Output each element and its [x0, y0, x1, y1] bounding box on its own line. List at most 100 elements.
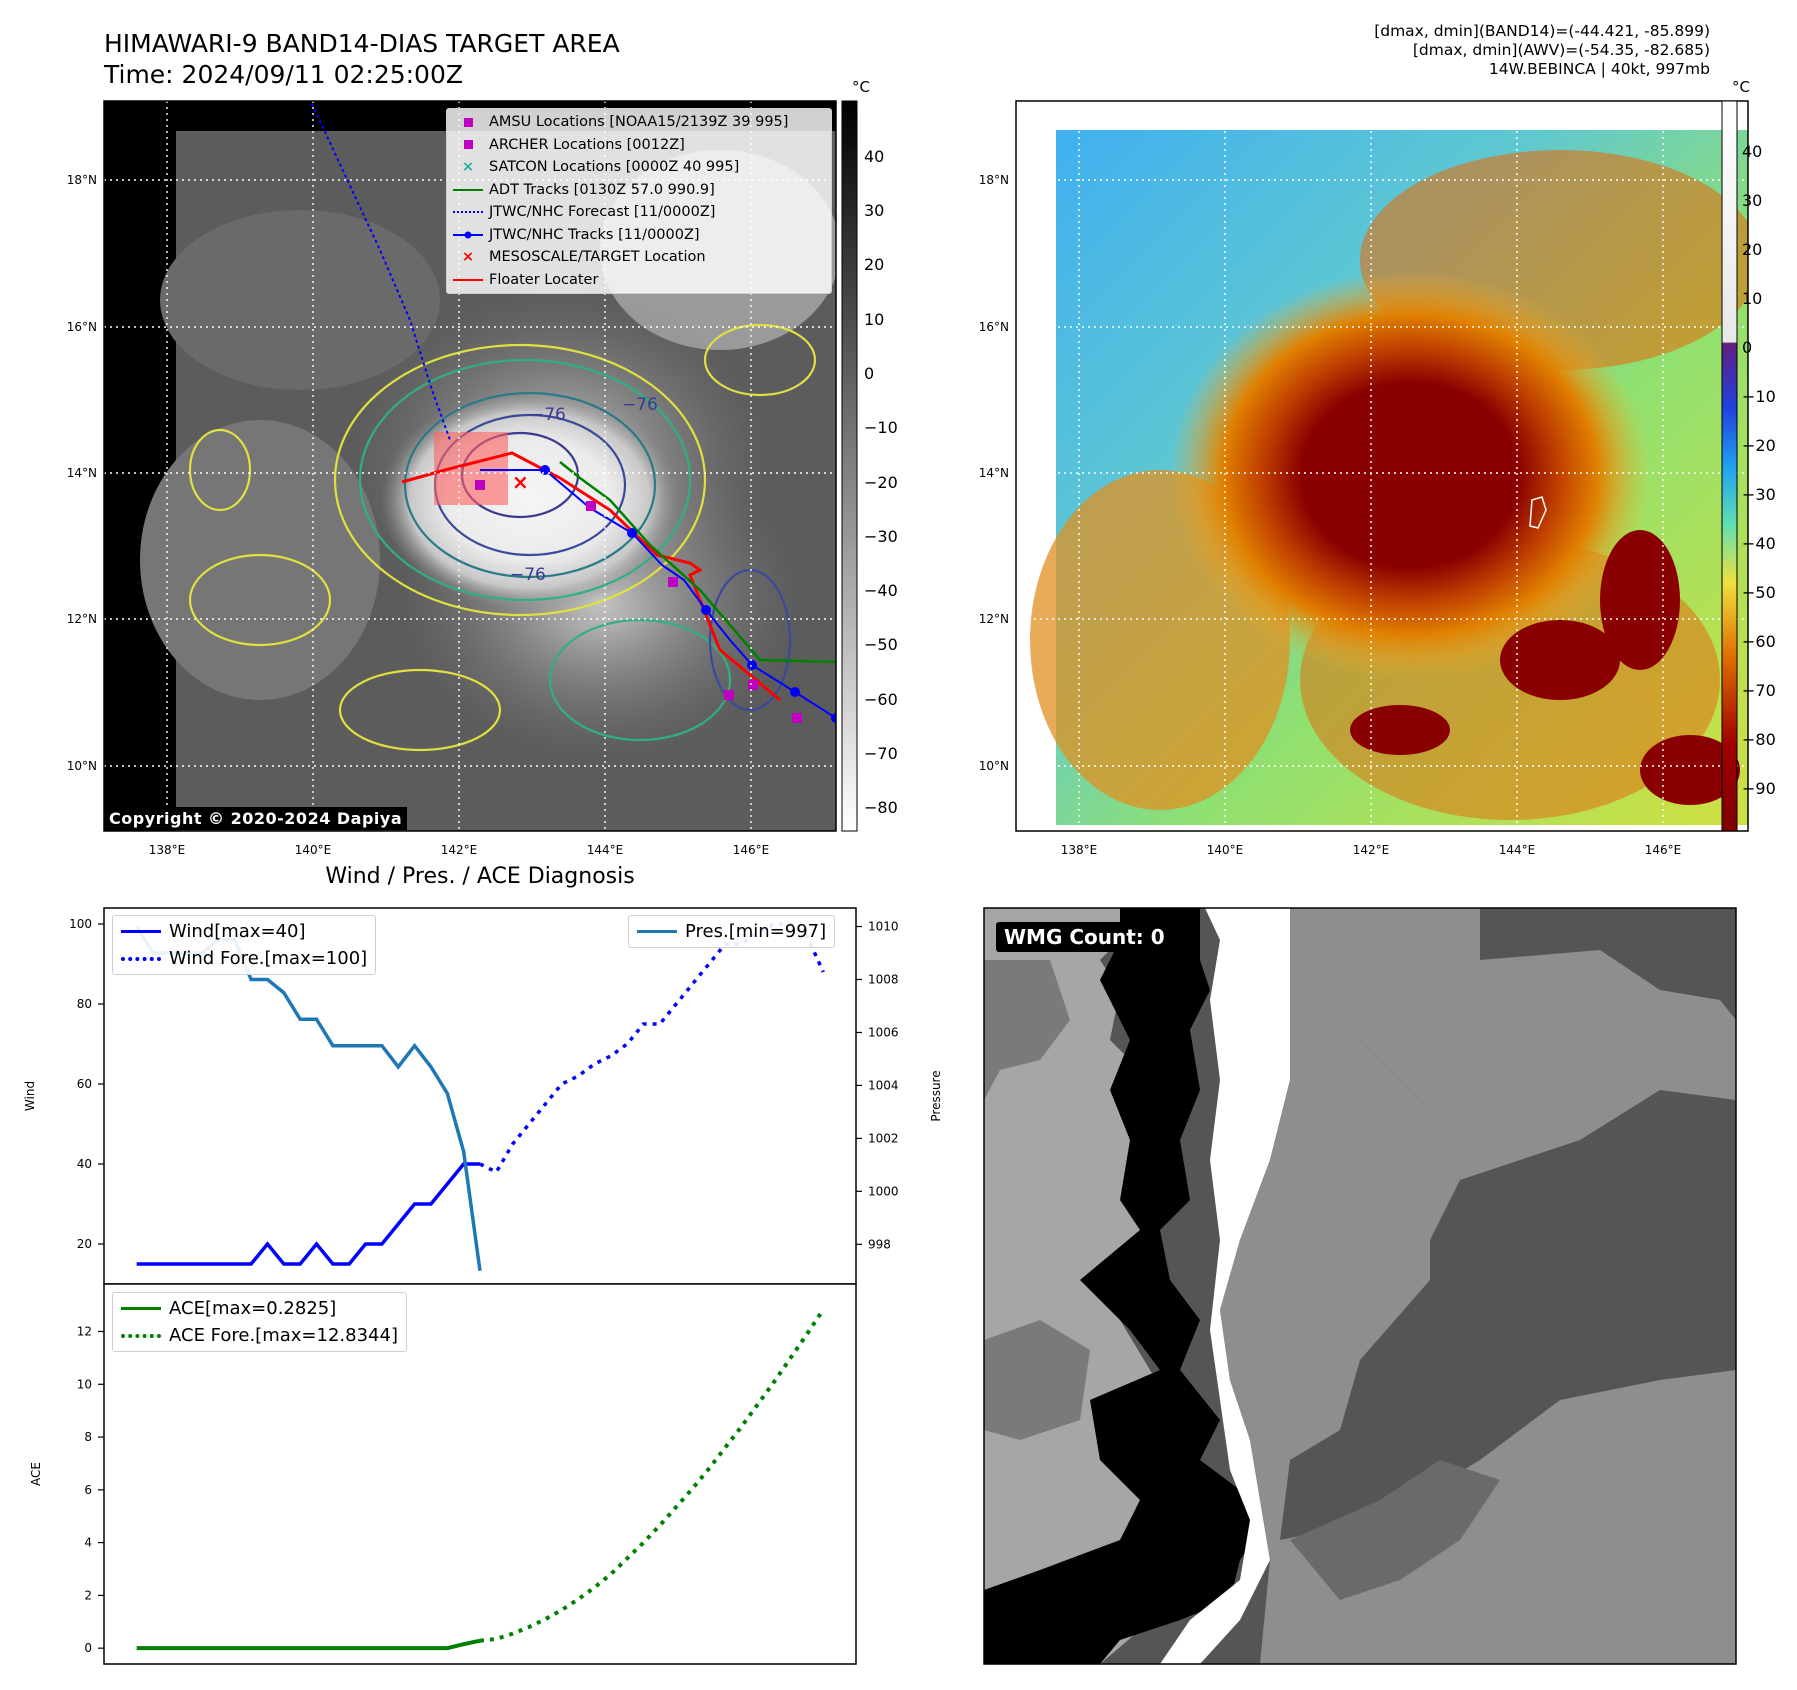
- pressure-tick-label: 1000: [868, 1184, 899, 1198]
- copyright-label: Copyright © 2020-2024 Dapiya: [104, 807, 408, 830]
- legend-item-jtwc-tracks: JTWC/NHC Tracks [11/0000Z]: [447, 224, 831, 247]
- pressure-tick-label: 1004: [868, 1078, 899, 1092]
- ace-tick-label: 12: [77, 1325, 92, 1339]
- ir-cbar-tick: −60: [864, 690, 898, 709]
- pressure-legend-box: Pres.[min=997]: [628, 915, 836, 948]
- ir-cbar-tick: 10: [864, 310, 884, 329]
- wv-cbar-tick: 40: [1742, 142, 1762, 161]
- ace-series-line-0: [136, 1638, 481, 1651]
- pressure-tick-label: 1010: [868, 920, 899, 934]
- pressure-tick-label: 998: [868, 1237, 891, 1251]
- wv-cbar-tick: −50: [1742, 583, 1776, 602]
- wv-lat-tick-14: 14°N: [979, 466, 1009, 480]
- ir-lat-tick-12: 12°N: [67, 612, 97, 626]
- jtwc-track: [480, 469, 836, 719]
- wmg-panel: [983, 907, 1737, 1665]
- legend-item-adt: ADT Tracks [0130Z 57.0 990.9]: [447, 179, 831, 202]
- wv-cbar-tick: 20: [1742, 240, 1762, 259]
- ir-colorbar-unit: °C: [852, 78, 870, 96]
- pressure-tick-label: 1002: [868, 1131, 899, 1145]
- legend-item-archer: ARCHER Locations [0012Z]: [447, 134, 831, 157]
- ir-colorbar: [841, 100, 858, 832]
- ir-cbar-tick: −70: [864, 744, 898, 763]
- ace-tick-label: 10: [77, 1377, 92, 1391]
- ace-axis-label: ACE: [29, 1462, 43, 1486]
- contour-label-76-a: −76: [510, 565, 546, 585]
- ir-cbar-tick: −10: [864, 418, 898, 437]
- pressure-tick-label: 1008: [868, 972, 899, 986]
- ace-tick-label: 0: [84, 1641, 92, 1655]
- wv-cbar-tick: −20: [1742, 436, 1776, 455]
- ir-map-panel: −76 −76 −76 ×: [67, 78, 898, 857]
- ir-cbar-tick: 20: [864, 255, 884, 274]
- ir-map-legend: AMSU Locations [NOAA15/2139Z 39 995] ARC…: [446, 108, 832, 294]
- ir-cbar-tick: −20: [864, 473, 898, 492]
- wmg-count-label: WMG Count: 0: [996, 922, 1173, 952]
- wv-lat-tick-18: 18°N: [979, 173, 1009, 187]
- contour-label-76-c: −76: [530, 405, 566, 425]
- ir-cbar-tick: −50: [864, 635, 898, 654]
- series-line-0: [136, 1162, 480, 1266]
- legend-item-floater: Floater Locater: [447, 269, 831, 292]
- pressure-tick-label: 1006: [868, 1025, 899, 1039]
- ace-tick-label: 6: [84, 1483, 92, 1497]
- wv-cbar-tick: −80: [1742, 730, 1776, 749]
- ir-lat-tick-18: 18°N: [67, 173, 97, 187]
- info-band14-range: [dmax, dmin](BAND14)=(-44.421, -85.899): [1374, 22, 1710, 40]
- wv-cbar-tick: −30: [1742, 485, 1776, 504]
- ir-lat-tick-16: 16°N: [67, 320, 97, 334]
- wv-cbar-tick: 30: [1742, 191, 1762, 210]
- wv-cbar-tick: −40: [1742, 534, 1776, 553]
- ace-legend: ACE[max=0.2825] ACE Fore.[max=12.8344]: [112, 1292, 407, 1352]
- ace-tick-label: 8: [84, 1430, 92, 1444]
- ir-lon-tick-138: 138°E: [149, 843, 186, 857]
- title-line-1: HIMAWARI-9 BAND14-DIAS TARGET AREA: [104, 29, 620, 58]
- info-storm-summary: 14W.BEBINCA | 40kt, 997mb: [1488, 60, 1710, 78]
- wv-cbar-tick: −90: [1742, 779, 1776, 798]
- ace-tick-label: 4: [84, 1536, 92, 1550]
- legend-item-satcon: × SATCON Locations [0000Z 40 995]: [461, 159, 740, 176]
- pressure-axis-label: Pressure: [929, 1070, 943, 1121]
- wind-legend: Wind[max=40] Wind Fore.[max=100]: [112, 915, 377, 975]
- ir-lon-tick-146: 146°E: [733, 843, 770, 857]
- wv-lon-tick-138: 138°E: [1061, 843, 1098, 857]
- wv-lat-tick-12: 12°N: [979, 612, 1009, 626]
- ir-cbar-tick: −40: [864, 581, 898, 600]
- legend-item-wind-forecast: Wind Fore.[max=100]: [113, 945, 375, 972]
- legend-item-ace-forecast: ACE Fore.[max=12.8344]: [113, 1322, 406, 1349]
- wind-tick-label: 100: [69, 917, 92, 931]
- figure-title: HIMAWARI-9 BAND14-DIAS TARGET AREA Time:…: [104, 28, 620, 90]
- wind-tick-label: 40: [77, 1157, 92, 1171]
- ir-lon-tick-142: 142°E: [441, 843, 478, 857]
- ace-tick-label: 2: [84, 1588, 92, 1602]
- wind-tick-label: 20: [77, 1237, 92, 1251]
- wv-lon-tick-142: 142°E: [1353, 843, 1390, 857]
- wv-lon-tick-140: 140°E: [1207, 843, 1244, 857]
- wv-map-panel: 18°N 16°N 14°N 12°N 10°N 138°E 140°E 142…: [979, 78, 1776, 857]
- adt-track: [559, 461, 836, 664]
- wv-cbar-tick: 0: [1742, 338, 1752, 357]
- wv-cbar-tick: −10: [1742, 387, 1776, 406]
- legend-item-ace: ACE[max=0.2825]: [113, 1295, 406, 1322]
- legend-item-jtwc-forecast: JTWC/NHC Forecast [11/0000Z]: [447, 201, 831, 224]
- legend-item-amsu: AMSU Locations [NOAA15/2139Z 39 995]: [447, 111, 831, 134]
- wv-lon-tick-146: 146°E: [1645, 843, 1682, 857]
- legend-item-target: × MESOSCALE/TARGET Location: [461, 249, 706, 266]
- legend-item-wind: Wind[max=40]: [113, 918, 375, 945]
- wv-cbar-tick: −70: [1742, 681, 1776, 700]
- contour-label-76-b: −76: [622, 395, 658, 415]
- wind-axis-label: Wind: [23, 1081, 37, 1111]
- wv-lat-tick-16: 16°N: [979, 320, 1009, 334]
- wv-colorbar: [1721, 100, 1738, 832]
- wv-colorbar-unit: °C: [1732, 78, 1750, 96]
- wv-lat-tick-10: 10°N: [979, 759, 1009, 773]
- ir-lat-tick-14: 14°N: [67, 466, 97, 480]
- ir-lon-tick-144: 144°E: [587, 843, 624, 857]
- diagnosis-title: Wind / Pres. / ACE Diagnosis: [325, 864, 635, 889]
- ir-lon-tick-140: 140°E: [295, 843, 332, 857]
- wv-cbar-tick: −60: [1742, 632, 1776, 651]
- wv-cbar-tick: 10: [1742, 289, 1762, 308]
- storm-info: [dmax, dmin](BAND14)=(-44.421, -85.899) …: [1374, 22, 1710, 79]
- title-line-2: Time: 2024/09/11 02:25:00Z: [104, 60, 463, 89]
- info-awv-range: [dmax, dmin](AWV)=(-54.35, -82.685): [1412, 41, 1710, 59]
